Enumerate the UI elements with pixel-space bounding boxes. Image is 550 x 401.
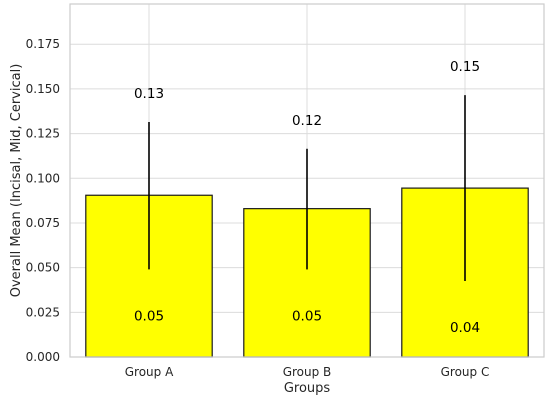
lower-value-label: 0.05 [292,308,322,324]
upper-value-label: 0.12 [292,113,322,129]
x-axis-title: Groups [284,381,331,396]
y-tick-label: 0.050 [26,261,60,275]
y-tick-label: 0.000 [26,350,60,364]
y-tick-label: 0.100 [26,171,60,185]
x-axis-ticks: Group A Group B Group C [125,365,490,379]
y-tick-label: 0.025 [26,305,60,319]
x-tick-label: Group A [125,365,174,379]
y-tick-label: 0.175 [26,37,60,51]
y-axis-title: Overall Mean (Incisal, Mid, Cervical) [9,64,24,298]
y-tick-label: 0.075 [26,216,60,230]
plot-frame [69,3,545,358]
y-axis-ticks: 0.000 0.025 0.050 0.075 0.100 0.125 0.150 0.175 [26,37,60,364]
x-tick-label: Group C [441,365,490,379]
error-bars [148,95,466,282]
lower-value-label: 0.05 [134,308,164,324]
axes-frame [69,3,545,358]
upper-value-label: 0.15 [450,59,480,75]
lower-value-label: 0.04 [450,320,480,336]
data-labels: 0.13 0.05 0.12 0.05 0.15 0.04 [134,59,480,336]
y-tick-label: 0.125 [26,127,60,141]
upper-value-label: 0.13 [134,86,164,102]
x-tick-label: Group B [283,365,332,379]
y-tick-label: 0.150 [26,82,60,96]
